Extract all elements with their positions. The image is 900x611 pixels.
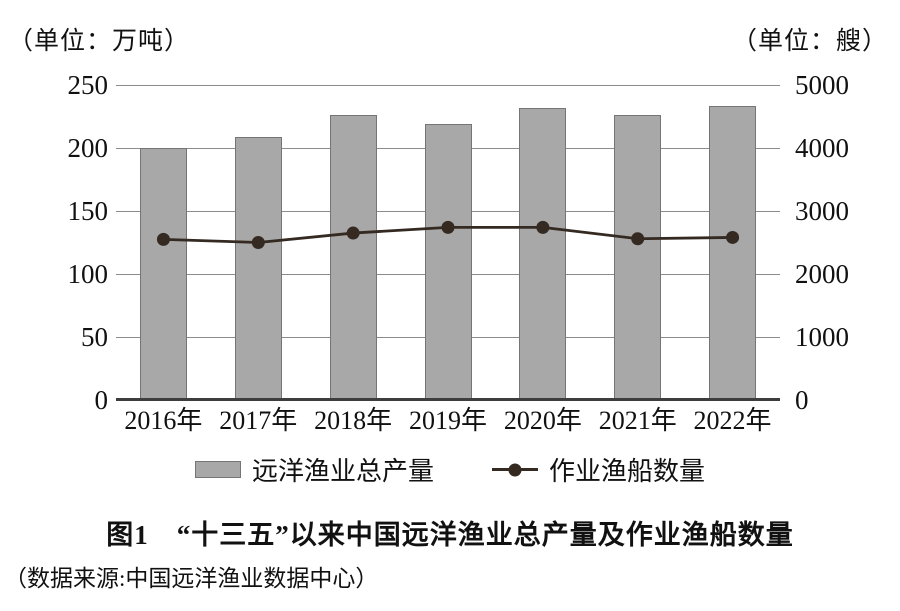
left-axis-unit-label: （单位：万吨） xyxy=(8,28,191,55)
figure-caption: 图1 “十三五”以来中国远洋渔业总产量及作业渔船数量 xyxy=(106,520,794,550)
left-tick-200: 200 xyxy=(67,133,109,163)
right-tick-4000: 4000 xyxy=(795,133,849,163)
x-tick-2021年: 2021年 xyxy=(598,406,677,435)
left-axis-tick-labels: 0 50 100 150 200 250 xyxy=(0,0,109,611)
legend-label-vessels: 作业渔船数量 xyxy=(549,457,706,486)
x-tick-2017年: 2017年 xyxy=(219,406,298,435)
left-tick-0: 0 xyxy=(94,385,109,415)
left-tick-150: 150 xyxy=(67,196,109,226)
legend: 远洋渔业总产量 作业渔船数量 xyxy=(0,451,900,488)
bar-2022年 xyxy=(709,106,757,400)
right-tick-1000: 1000 xyxy=(795,322,849,352)
line-series xyxy=(156,220,740,249)
legend-dot xyxy=(508,463,522,476)
right-tick-0: 0 xyxy=(795,385,809,415)
right-tick-3000: 3000 xyxy=(795,196,849,226)
bar-2020年 xyxy=(519,107,567,400)
left-tick-250: 250 xyxy=(67,70,109,100)
line-point-2018年 xyxy=(346,226,360,240)
line-dot-marker-icon xyxy=(492,463,538,477)
right-axis-unit-label: （单位：艘） xyxy=(731,28,888,55)
x-axis-line xyxy=(116,398,780,401)
bar-swatch-icon xyxy=(194,461,241,478)
line-point-2017年 xyxy=(251,236,265,249)
line-point-2016年 xyxy=(156,232,170,246)
x-tick-2020年: 2020年 xyxy=(503,406,582,435)
line-point-2021年 xyxy=(631,232,645,246)
data-source-note: （数据来源:中国远洋渔业数据中心） xyxy=(4,566,379,591)
x-tick-2016年: 2016年 xyxy=(124,406,203,435)
left-tick-50: 50 xyxy=(81,322,108,352)
gridline-250 xyxy=(116,85,780,86)
bar-2021年 xyxy=(614,115,662,400)
right-tick-5000: 5000 xyxy=(795,70,849,100)
line-point-2019年 xyxy=(441,220,455,234)
bar-2017年 xyxy=(234,136,282,400)
x-tick-2019年: 2019年 xyxy=(408,406,487,435)
legend-item-vessels: 作业渔船数量 xyxy=(492,451,705,488)
bar-2019年 xyxy=(424,124,472,400)
right-axis-tick-labels: 0 1000 2000 3000 4000 5000 xyxy=(795,0,895,611)
bar-2018年 xyxy=(329,115,377,400)
line-point-2020年 xyxy=(536,220,550,234)
right-tick-2000: 2000 xyxy=(795,259,849,289)
left-tick-100: 100 xyxy=(67,259,109,289)
legend-item-production: 远洋渔业总产量 xyxy=(194,451,434,488)
x-tick-2018年: 2018年 xyxy=(314,406,393,435)
legend-label-production: 远洋渔业总产量 xyxy=(251,457,434,486)
bar-2016年 xyxy=(139,148,187,400)
x-tick-2022年: 2022年 xyxy=(693,406,772,435)
plot-area xyxy=(116,85,780,401)
x-axis-tick-labels: 2016年 2017年 2018年 2019年 2020年 2021年 2022年 xyxy=(116,405,780,439)
line-point-2022年 xyxy=(726,230,740,244)
